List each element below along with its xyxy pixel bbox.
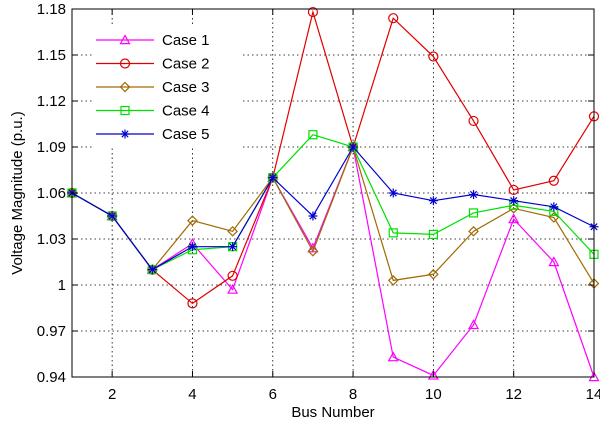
data-point (468, 208, 479, 218)
y-tick-label: 1.03 (37, 231, 66, 248)
data-point (307, 6, 319, 18)
series-line (71, 145, 595, 271)
data-point (227, 270, 238, 281)
data-point (187, 298, 198, 309)
y-axis-label: Voltage Magnitude (p.u.) (9, 111, 26, 274)
legend-item: Case 4 (96, 103, 210, 120)
data-point (107, 211, 117, 221)
data-point (548, 175, 559, 186)
data-point (548, 256, 560, 267)
legend-label: Case 4 (162, 103, 210, 120)
axis-ticks: 2 4 6 8 10 12 14 0.94 0.97 1 1.03 1.06 1.09 1.12 1.15 1… (37, 1, 600, 403)
legend-item: Case 3 (96, 79, 210, 96)
x-axis-label: Bus Number (291, 404, 374, 421)
data-point (187, 215, 198, 226)
y-tick-label: 0.94 (37, 369, 66, 386)
data-point (187, 242, 197, 252)
x-tick-label: 10 (425, 386, 442, 403)
legend-box (92, 24, 240, 148)
data-point (468, 225, 479, 237)
data-point (427, 369, 439, 380)
x-tick-label: 6 (269, 386, 277, 403)
legend-label: Case 1 (162, 32, 210, 49)
data-point (227, 283, 239, 294)
x-tick-label: 12 (505, 386, 522, 403)
data-point (228, 242, 238, 252)
data-point (428, 268, 439, 280)
data-point (308, 130, 318, 140)
data-point (508, 202, 520, 214)
x-tick-label: 8 (349, 386, 357, 403)
legend-marker (119, 81, 131, 93)
legend-label: Case 2 (162, 56, 210, 73)
y-tick-label: 1.15 (37, 47, 66, 64)
x-tick-label: 14 (586, 386, 600, 403)
data-point (227, 225, 238, 237)
series-line (71, 145, 595, 284)
series-line (71, 9, 595, 305)
y-tick-label: 1.06 (37, 185, 66, 202)
data-point (548, 212, 560, 223)
data-point (428, 229, 438, 239)
y-tick-label: 1 (58, 277, 66, 294)
legend-label: Case 3 (162, 79, 210, 96)
data-point (508, 184, 519, 196)
legend-marker (120, 105, 130, 116)
data-point (388, 188, 398, 198)
data-point (387, 275, 399, 286)
legend-marker (119, 34, 131, 45)
data-point (308, 211, 318, 221)
data-point (387, 351, 399, 362)
data-point (307, 245, 319, 257)
y-tick-label: 1.12 (37, 93, 66, 110)
legend: Case 1 Case 2 Case 3 Case 4 Case 5 (92, 24, 240, 148)
legend-marker (119, 58, 131, 69)
legend-item: Case 1 (96, 32, 210, 49)
y-tick-label: 0.97 (37, 323, 66, 340)
data-point (428, 196, 438, 206)
data-point (428, 51, 439, 62)
data-point (508, 213, 520, 224)
x-tick-label: 4 (188, 386, 196, 403)
y-tick-label: 1.09 (37, 139, 66, 156)
data-point (147, 265, 157, 275)
y-tick-label: 1.18 (37, 1, 66, 18)
data-point (388, 228, 398, 238)
legend-label: Case 5 (162, 126, 210, 143)
data-point (509, 196, 519, 206)
legend-item: Case 5 (96, 126, 210, 143)
data-point (348, 142, 358, 152)
data-point (468, 319, 480, 330)
data-point (268, 173, 278, 183)
data-point (468, 115, 479, 127)
x-tick-label: 2 (108, 386, 116, 403)
legend-marker (120, 129, 130, 139)
data-point (388, 13, 399, 24)
series-layer (66, 6, 600, 382)
data-point (469, 190, 479, 200)
legend-item: Case 2 (96, 56, 210, 73)
data-point (549, 202, 559, 212)
